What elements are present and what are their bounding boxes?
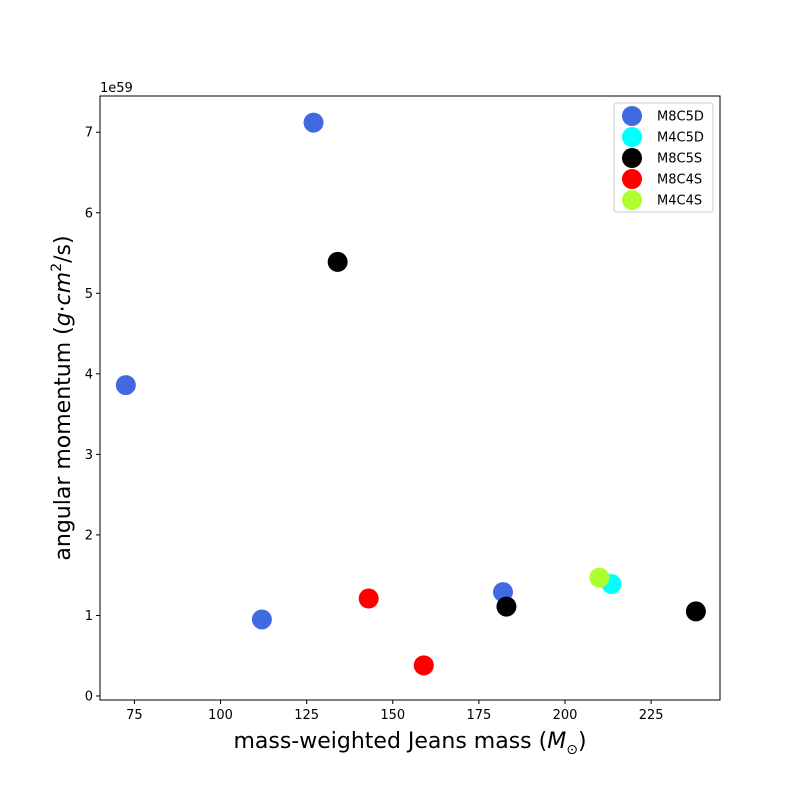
- y-tick-label: 6: [85, 206, 93, 221]
- y-tick-label: 7: [85, 126, 93, 141]
- plot-area-frame: [99, 95, 721, 701]
- data-point-m8c5d: [115, 375, 136, 396]
- legend-label-m8c5d: M8C5D: [657, 110, 704, 125]
- x-tick-label: 75: [126, 708, 143, 723]
- y-offset-label: 1e59: [100, 81, 133, 96]
- y-tick-label: 0: [85, 689, 93, 704]
- data-point-m8c5d: [251, 609, 272, 630]
- x-tick-label: 150: [380, 708, 405, 723]
- legend-marker-m4c5d: [622, 127, 642, 147]
- y-tick-label: 5: [85, 287, 93, 302]
- legend-label-m8c4s: M8C4S: [657, 173, 702, 188]
- data-point-m8c5s: [496, 596, 517, 617]
- legend-label-m4c4s: M4C4S: [657, 194, 702, 209]
- legend-marker-m8c5d: [622, 106, 642, 126]
- data-point-m8c4s: [413, 655, 434, 676]
- y-axis-label: angular momentum (g·cm2/s): [49, 235, 76, 560]
- legend-marker-m8c4s: [622, 169, 642, 189]
- y-axis: 0 1 2 3 4 5 6 7: [85, 126, 100, 704]
- x-tick-label: 100: [208, 708, 233, 723]
- y-tick-label: 2: [85, 528, 93, 543]
- legend: M8C5D M4C5D M8C5S M8C4S M4C4S: [613, 102, 714, 213]
- data-point-m8c5s: [685, 601, 706, 622]
- x-tick-label: 125: [294, 708, 319, 723]
- data-point-m8c4s: [358, 588, 379, 609]
- data-point-m8c5d: [303, 112, 324, 133]
- legend-marker-m8c5s: [622, 148, 642, 168]
- y-tick-label: 4: [85, 367, 93, 382]
- y-tick-label: 3: [85, 448, 93, 463]
- x-tick-label: 200: [553, 708, 578, 723]
- data-point-m8c5s: [327, 251, 348, 272]
- y-tick-label: 1: [85, 609, 93, 624]
- points-layer: [115, 112, 706, 676]
- legend-marker-m4c4s: [622, 190, 642, 210]
- legend-label-m8c5s: M8C5S: [657, 152, 702, 167]
- x-axis: 75 100 125 150 175 200 225: [126, 700, 664, 723]
- x-tick-label: 225: [639, 708, 664, 723]
- legend-label-m4c5d: M4C5D: [657, 131, 704, 146]
- x-axis-label: mass-weighted Jeans mass (M⊙): [233, 729, 586, 758]
- data-point-m4c4s: [589, 567, 610, 588]
- x-tick-label: 175: [466, 708, 491, 723]
